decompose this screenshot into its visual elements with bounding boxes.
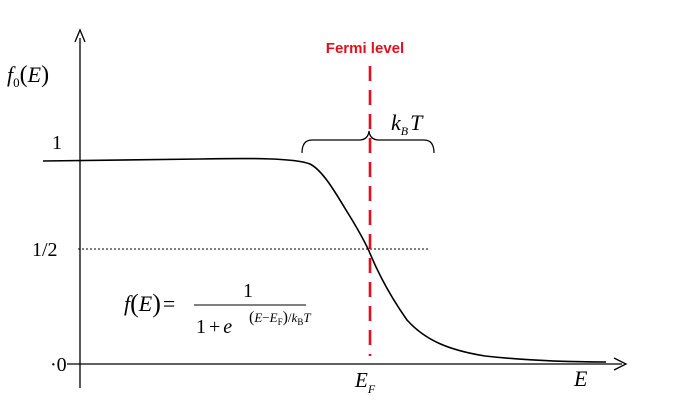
y-label-var: E bbox=[27, 62, 42, 87]
fermi-dirac-formula: f(E)= 1 1 + e (E−EF)/kBT bbox=[124, 280, 311, 338]
formula-lhs: f(E)= bbox=[124, 289, 175, 318]
exp-kb-sub: B bbox=[297, 317, 303, 327]
y-label-open: ( bbox=[20, 62, 28, 88]
exp-slash: / bbox=[288, 310, 292, 325]
formula-lhs-var: E bbox=[138, 291, 153, 316]
y-label-f: f bbox=[7, 62, 16, 87]
tick-label-one: 1 bbox=[52, 132, 62, 154]
y-axis-label: f0(E) bbox=[7, 62, 49, 90]
x-axis-arrow bbox=[613, 357, 628, 371]
exp-close: ) bbox=[283, 309, 288, 326]
kbt-t: T bbox=[410, 110, 424, 135]
denom-one: 1 bbox=[196, 316, 206, 338]
formula-lhs-f: f bbox=[124, 291, 133, 316]
formula-numerator: 1 bbox=[243, 280, 253, 302]
exp-t: T bbox=[303, 310, 311, 325]
exp-ef-sub: F bbox=[278, 317, 283, 327]
fermi-energy-label: EF bbox=[354, 368, 376, 396]
ef-main: E bbox=[354, 368, 368, 392]
exp-e: E bbox=[253, 310, 262, 325]
tick-label-half: 1/2 bbox=[32, 239, 58, 261]
exp-minus: − bbox=[262, 310, 269, 325]
denom-plus: + bbox=[209, 316, 220, 338]
exp-k: k bbox=[292, 310, 298, 325]
formula-lhs-open: ( bbox=[130, 289, 139, 318]
y-label-close: ) bbox=[41, 62, 49, 88]
formula-equals: = bbox=[163, 291, 175, 316]
fermi-dirac-curve bbox=[42, 157, 607, 363]
ef-sub: F bbox=[367, 382, 376, 396]
y-label-sub: 0 bbox=[13, 75, 20, 90]
kbt-k: k bbox=[391, 110, 402, 135]
formula-denominator: 1 + e bbox=[196, 316, 232, 338]
x-axis-label: E bbox=[573, 366, 588, 391]
tick-label-zero: ·0 bbox=[50, 354, 67, 376]
kbt-brace bbox=[301, 130, 435, 154]
exp-open: ( bbox=[249, 309, 254, 326]
y-axis-arrow bbox=[74, 28, 86, 43]
formula-exponent: (E−EF)/kBT bbox=[249, 309, 311, 327]
denom-e: e bbox=[223, 316, 232, 338]
kbt-sub-b: B bbox=[401, 124, 409, 138]
kbt-label: kBT bbox=[391, 110, 424, 138]
fermi-level-title: Fermi level bbox=[326, 40, 404, 57]
exp-ef: E bbox=[269, 310, 278, 325]
formula-lhs-close: ) bbox=[152, 289, 161, 318]
